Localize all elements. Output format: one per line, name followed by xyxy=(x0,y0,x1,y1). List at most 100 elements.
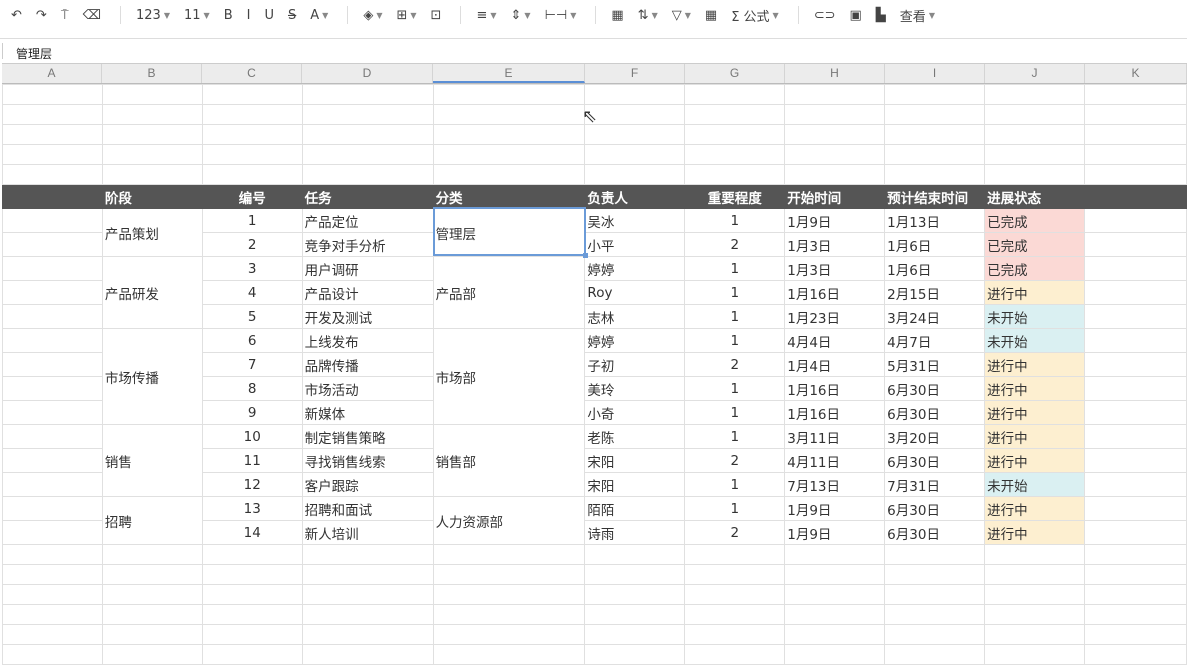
cell[interactable] xyxy=(2,208,103,233)
cell[interactable] xyxy=(201,624,303,645)
underline-button[interactable]: U xyxy=(259,3,279,27)
cell[interactable] xyxy=(301,584,434,605)
id-cell[interactable]: 11 xyxy=(201,448,303,473)
cell[interactable] xyxy=(1084,164,1187,185)
cell[interactable] xyxy=(1084,352,1187,377)
column-header-H[interactable]: H xyxy=(785,64,885,83)
cell[interactable] xyxy=(984,624,1086,645)
cell[interactable] xyxy=(884,84,986,105)
priority-cell[interactable]: 1 xyxy=(684,280,786,305)
cell[interactable] xyxy=(201,84,303,105)
toolbar-item-button[interactable]: 查看 ▼ xyxy=(895,3,940,27)
cell[interactable] xyxy=(301,104,434,125)
cell[interactable] xyxy=(884,624,986,645)
cell[interactable] xyxy=(2,352,103,377)
cell[interactable] xyxy=(301,144,434,165)
column-header-B[interactable]: B xyxy=(102,64,202,83)
priority-cell[interactable]: 2 xyxy=(684,232,786,257)
task-cell[interactable]: 招聘和面试 xyxy=(301,496,434,521)
cell[interactable] xyxy=(2,144,103,165)
category-cell[interactable]: 管理层 xyxy=(432,208,586,257)
end-date-cell[interactable]: 4月7日 xyxy=(884,328,986,353)
cell[interactable] xyxy=(432,644,586,665)
start-date-cell[interactable]: 3月11日 xyxy=(784,424,886,449)
cell[interactable] xyxy=(784,104,886,125)
owner-cell[interactable]: 美玲 xyxy=(584,376,686,401)
status-badge[interactable]: 已完成 xyxy=(984,232,1086,257)
cell[interactable] xyxy=(2,520,103,545)
cell[interactable] xyxy=(301,604,434,625)
cell[interactable] xyxy=(1084,496,1187,521)
stage-cell[interactable]: 招聘 xyxy=(101,496,203,545)
priority-cell[interactable]: 1 xyxy=(684,208,786,233)
status-badge[interactable]: 未开始 xyxy=(984,472,1086,497)
vertical-align-button[interactable]: ⇕ ▼ xyxy=(506,3,536,27)
cell[interactable] xyxy=(1084,644,1187,665)
font-color-button[interactable]: A ▼ xyxy=(305,3,333,27)
cell[interactable] xyxy=(2,84,103,105)
id-cell[interactable]: 6 xyxy=(201,328,303,353)
cell[interactable] xyxy=(101,604,203,625)
cell[interactable] xyxy=(201,124,303,145)
task-cell[interactable]: 上线发布 xyxy=(301,328,434,353)
cell[interactable] xyxy=(301,564,434,585)
end-date-cell[interactable]: 3月24日 xyxy=(884,304,986,329)
cell[interactable] xyxy=(684,564,786,585)
cell[interactable] xyxy=(2,376,103,401)
cell[interactable] xyxy=(2,184,103,209)
cell[interactable] xyxy=(2,124,103,145)
priority-cell[interactable]: 1 xyxy=(684,328,786,353)
start-date-cell[interactable]: 1月9日 xyxy=(784,520,886,545)
cell[interactable] xyxy=(432,124,586,145)
cell[interactable] xyxy=(201,104,303,125)
task-cell[interactable]: 竞争对手分析 xyxy=(301,232,434,257)
cell[interactable] xyxy=(1084,448,1187,473)
cell[interactable] xyxy=(984,84,1086,105)
cell[interactable] xyxy=(101,644,203,665)
cell[interactable] xyxy=(584,144,686,165)
cell[interactable] xyxy=(2,280,103,305)
align-left-button[interactable]: ≡ ▼ xyxy=(471,3,501,27)
task-cell[interactable]: 产品设计 xyxy=(301,280,434,305)
cell[interactable] xyxy=(432,564,586,585)
toolbar-item-button[interactable]: 123 ▼ xyxy=(131,3,175,27)
bold-button[interactable]: B xyxy=(219,3,238,27)
cell[interactable] xyxy=(101,564,203,585)
freeze-button[interactable]: ▦ xyxy=(700,3,722,27)
owner-cell[interactable]: 婷婷 xyxy=(584,328,686,353)
status-badge[interactable]: 进行中 xyxy=(984,496,1086,521)
start-date-cell[interactable]: 1月16日 xyxy=(784,280,886,305)
cell[interactable] xyxy=(584,104,686,125)
sort-button[interactable]: ⇅ ▼ xyxy=(633,3,663,27)
cell[interactable] xyxy=(684,544,786,565)
status-badge[interactable]: 进行中 xyxy=(984,424,1086,449)
cell[interactable] xyxy=(684,584,786,605)
cell[interactable] xyxy=(2,564,103,585)
cell[interactable] xyxy=(1084,424,1187,449)
id-cell[interactable]: 13 xyxy=(201,496,303,521)
cell[interactable] xyxy=(1084,584,1187,605)
cell[interactable] xyxy=(2,544,103,565)
task-cell[interactable]: 新人培训 xyxy=(301,520,434,545)
owner-cell[interactable]: 陌陌 xyxy=(584,496,686,521)
formula-bar[interactable]: 管理层 xyxy=(0,38,1187,63)
header-cell[interactable]: 负责人 xyxy=(584,184,686,209)
cell[interactable] xyxy=(2,644,103,665)
column-header-D[interactable]: D xyxy=(302,64,433,83)
format-painter-button[interactable]: ⍑ xyxy=(56,3,74,27)
priority-cell[interactable]: 1 xyxy=(684,376,786,401)
cell[interactable] xyxy=(201,544,303,565)
cell[interactable] xyxy=(584,644,686,665)
cell[interactable] xyxy=(784,544,886,565)
cell[interactable] xyxy=(1084,280,1187,305)
end-date-cell[interactable]: 6月30日 xyxy=(884,496,986,521)
cell[interactable] xyxy=(784,124,886,145)
id-cell[interactable]: 10 xyxy=(201,424,303,449)
priority-cell[interactable]: 2 xyxy=(684,352,786,377)
cell[interactable] xyxy=(584,584,686,605)
cell[interactable] xyxy=(1084,624,1187,645)
end-date-cell[interactable]: 1月13日 xyxy=(884,208,986,233)
cell[interactable] xyxy=(584,624,686,645)
column-header-J[interactable]: J xyxy=(985,64,1085,83)
image-button[interactable]: ▣ xyxy=(845,3,867,27)
